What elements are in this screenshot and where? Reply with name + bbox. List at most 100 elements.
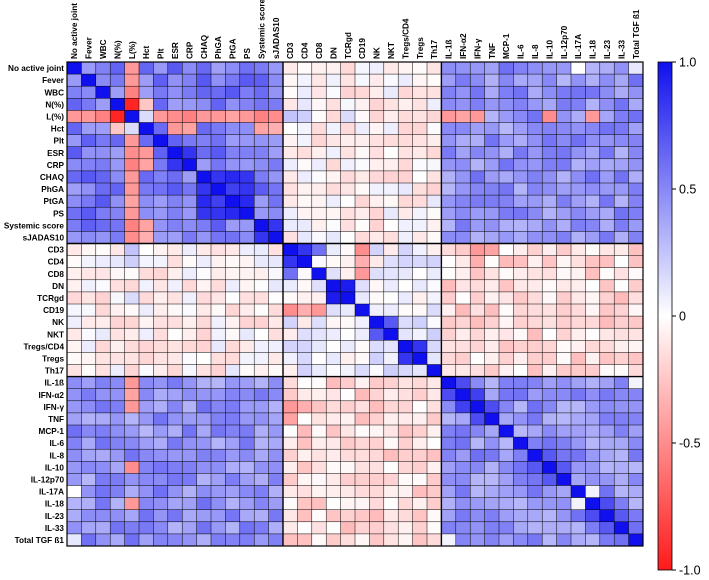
heatmap-cell [527,146,543,160]
heatmap-cell [527,255,543,268]
heatmap-cell [412,255,428,268]
heatmap-cell [297,376,313,389]
heatmap-cell [67,74,82,87]
heatmap-cell [355,86,370,99]
heatmap-cell [484,291,500,305]
heatmap-cell [340,533,356,547]
column-label: IL-8 [531,44,540,59]
heatmap-cell [599,412,615,426]
heatmap-cell [556,98,572,111]
heatmap-cell [599,352,615,365]
heatmap-cell [527,497,543,510]
heatmap-cell [110,473,125,486]
heatmap-cell [81,497,97,510]
heatmap-cell [585,521,601,535]
heatmap-cell [513,279,529,293]
column-label: CD4 [301,42,310,59]
heatmap-cell [283,267,298,281]
heatmap-cell [412,231,428,244]
heatmap-cell [81,352,97,365]
heatmap-cell [513,412,529,426]
heatmap-cell [441,243,457,256]
heatmap-cell [628,231,644,244]
heatmap-cell [81,425,97,438]
heatmap-cell [484,400,500,414]
heatmap-cell [81,304,97,317]
heatmap-cell [355,461,370,474]
heatmap-cell [283,485,298,498]
heatmap-cell [283,146,298,160]
heatmap-cell [571,533,586,547]
heatmap-cell [484,449,500,462]
heatmap-cell [527,509,543,523]
heatmap-cell [110,279,125,293]
heatmap-cell [167,134,183,147]
heatmap-cell [513,255,529,268]
heatmap-cell [211,291,226,305]
heatmap-cell [182,364,197,377]
heatmap-cell [398,122,413,135]
heatmap-cell [427,533,442,547]
heatmap-cell [110,86,125,99]
heatmap-cell [81,376,97,389]
heatmap-cell [355,364,370,377]
heatmap-cell [470,340,485,353]
heatmap-cell [542,243,557,256]
heatmap-cell [513,521,529,535]
heatmap-cell [167,521,183,535]
heatmap-cell [585,146,601,160]
heatmap-cell [455,62,471,75]
heatmap-cell [571,340,586,353]
heatmap-cell [167,267,183,281]
heatmap-cell [254,449,269,462]
heatmap-cell [614,437,629,450]
heatmap-cell [167,412,183,426]
row-label: Tregs [42,354,64,363]
heatmap-cell [139,74,154,87]
heatmap-cell [81,509,97,523]
heatmap-cell [383,231,399,244]
heatmap-cell [268,231,284,244]
heatmap-cell [153,231,169,244]
heatmap-cell [571,267,586,281]
heatmap-cell [95,170,111,184]
heatmap-cell [585,207,601,220]
heatmap-cell [196,267,212,281]
heatmap-cell [599,340,615,353]
heatmap-cell [153,291,169,305]
heatmap-cell [110,267,125,281]
heatmap-cell [239,364,255,377]
heatmap-cell [124,255,140,268]
heatmap-cell [412,485,428,498]
heatmap-cell [153,437,169,450]
heatmap-cell [81,231,97,244]
heatmap-cell [383,243,399,256]
heatmap-cell [167,231,183,244]
heatmap-cell [268,146,284,160]
heatmap-cell [340,291,356,305]
heatmap-cell [254,291,269,305]
heatmap-cell [542,412,557,426]
heatmap-cell [441,146,457,160]
heatmap-cell [340,437,356,450]
heatmap-cell [542,291,557,305]
column-label: DN [329,47,338,59]
heatmap-cell [513,328,529,341]
heatmap-cell [571,425,586,438]
heatmap-cell [412,376,428,389]
heatmap-cell [427,195,442,208]
heatmap-cell [283,231,298,244]
heatmap-cell [254,74,269,87]
heatmap-cell [484,231,500,244]
heatmap-cell [470,195,485,208]
row-label: CHAQ [40,173,65,182]
heatmap-cell [110,170,125,184]
heatmap-cell [556,521,572,535]
row-label: Tregs/CD4 [24,342,65,351]
heatmap-cell [326,279,341,293]
heatmap-cell [110,207,125,220]
heatmap-cell [383,110,399,123]
heatmap-cell [95,255,111,268]
heatmap-cell [311,316,327,329]
heatmap-cell [211,425,226,438]
